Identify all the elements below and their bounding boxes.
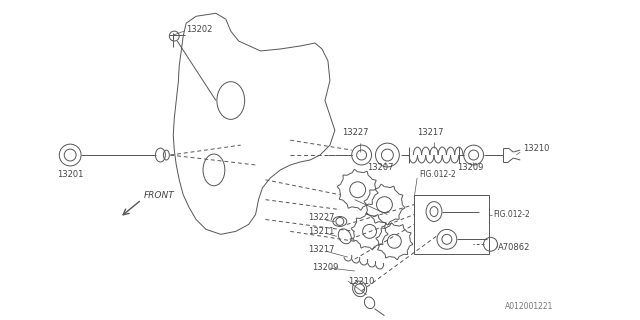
Text: 13210: 13210 [348,277,374,286]
Text: FRONT: FRONT [143,191,174,200]
Text: A70862: A70862 [499,243,531,252]
Text: 13217: 13217 [417,128,444,137]
Text: 13209: 13209 [457,164,483,172]
Text: 13211: 13211 [308,227,335,236]
Text: 13217: 13217 [308,245,335,254]
Text: FIG.012-2: FIG.012-2 [493,210,530,219]
Text: 13210: 13210 [524,144,550,153]
Text: 13202: 13202 [186,25,212,34]
Text: 13227: 13227 [342,128,368,137]
Text: 13209: 13209 [312,263,339,272]
Text: 13227: 13227 [308,213,335,222]
Text: 13207: 13207 [367,164,394,172]
Text: A012001221: A012001221 [504,302,553,311]
Text: FIG.012-2: FIG.012-2 [419,170,456,180]
Text: 13201: 13201 [58,170,84,180]
